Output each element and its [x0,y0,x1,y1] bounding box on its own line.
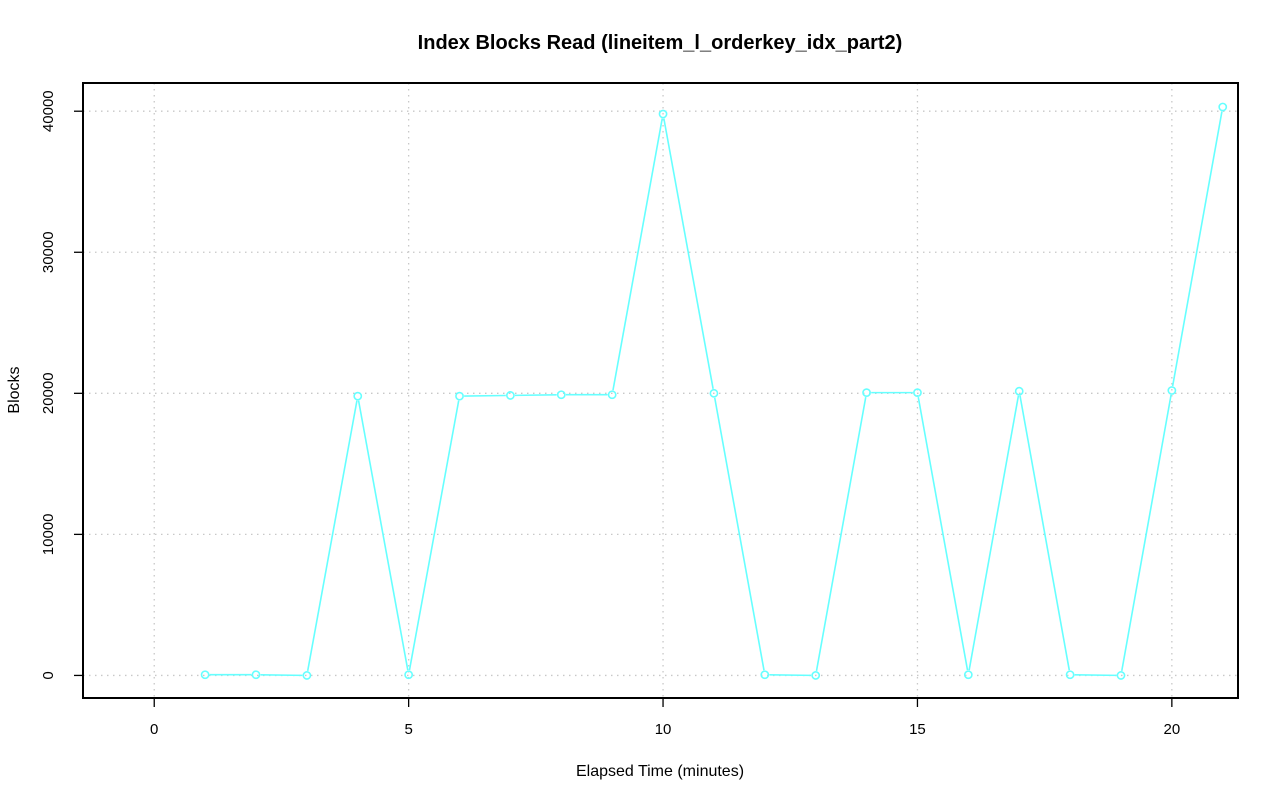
data-point [302,671,312,680]
y-axis-label: Blocks [6,366,23,413]
series-segment [514,393,557,397]
y-tick-label: 20000 [40,372,57,414]
data-point [506,391,515,400]
series-segment [306,400,358,672]
series-segment [1074,673,1117,677]
data-point [1167,386,1177,395]
y-tick-label: 30000 [40,231,57,273]
data-point [607,390,617,400]
series-segment [663,118,714,389]
axis-layer: 0 5 10 15 20 0 10000 20000 30000 40000 [40,90,1180,738]
data-point [658,109,668,119]
data-point [1065,670,1075,680]
series-layer [200,102,1228,680]
data-point [353,391,363,401]
data-point [251,670,261,680]
grid-layer [83,83,1238,698]
series-segment [260,673,303,677]
data-point [556,390,566,400]
series-segment [1120,394,1172,672]
series-segment [713,397,765,671]
data-point [811,671,821,680]
x-tick-label: 5 [404,721,412,738]
data-point [200,670,210,680]
data-point [963,670,973,680]
y-tick-label: 40000 [40,90,57,132]
data-point [1116,671,1126,680]
data-point [1218,102,1228,112]
series-segment [815,397,867,672]
series-segment [1171,111,1223,387]
series-segment [769,673,812,677]
series-segment [917,397,969,671]
series-segment [464,394,506,397]
data-point [1014,386,1024,396]
data-point [455,391,464,401]
x-tick-label: 10 [655,721,672,738]
data-point [709,388,719,398]
y-tick-label: 10000 [40,514,57,556]
data-point [913,388,922,398]
x-tick-label: 15 [909,721,926,738]
series-segment [408,400,460,671]
x-tick-label: 0 [150,721,158,738]
series-segment [612,118,664,391]
chart-title: Index Blocks Read (lineitem_l_orderkey_i… [418,32,903,54]
series-segment [968,395,1020,671]
data-point [862,388,871,398]
series-segment [1019,395,1071,671]
plot-area-frame [82,82,1239,699]
data-point [404,670,414,680]
data-point [760,670,770,680]
x-tick-label: 20 [1164,721,1181,738]
y-tick-label: 0 [40,671,57,679]
x-axis-label: Elapsed Time (minutes) [576,763,744,780]
series-segment [357,400,409,671]
